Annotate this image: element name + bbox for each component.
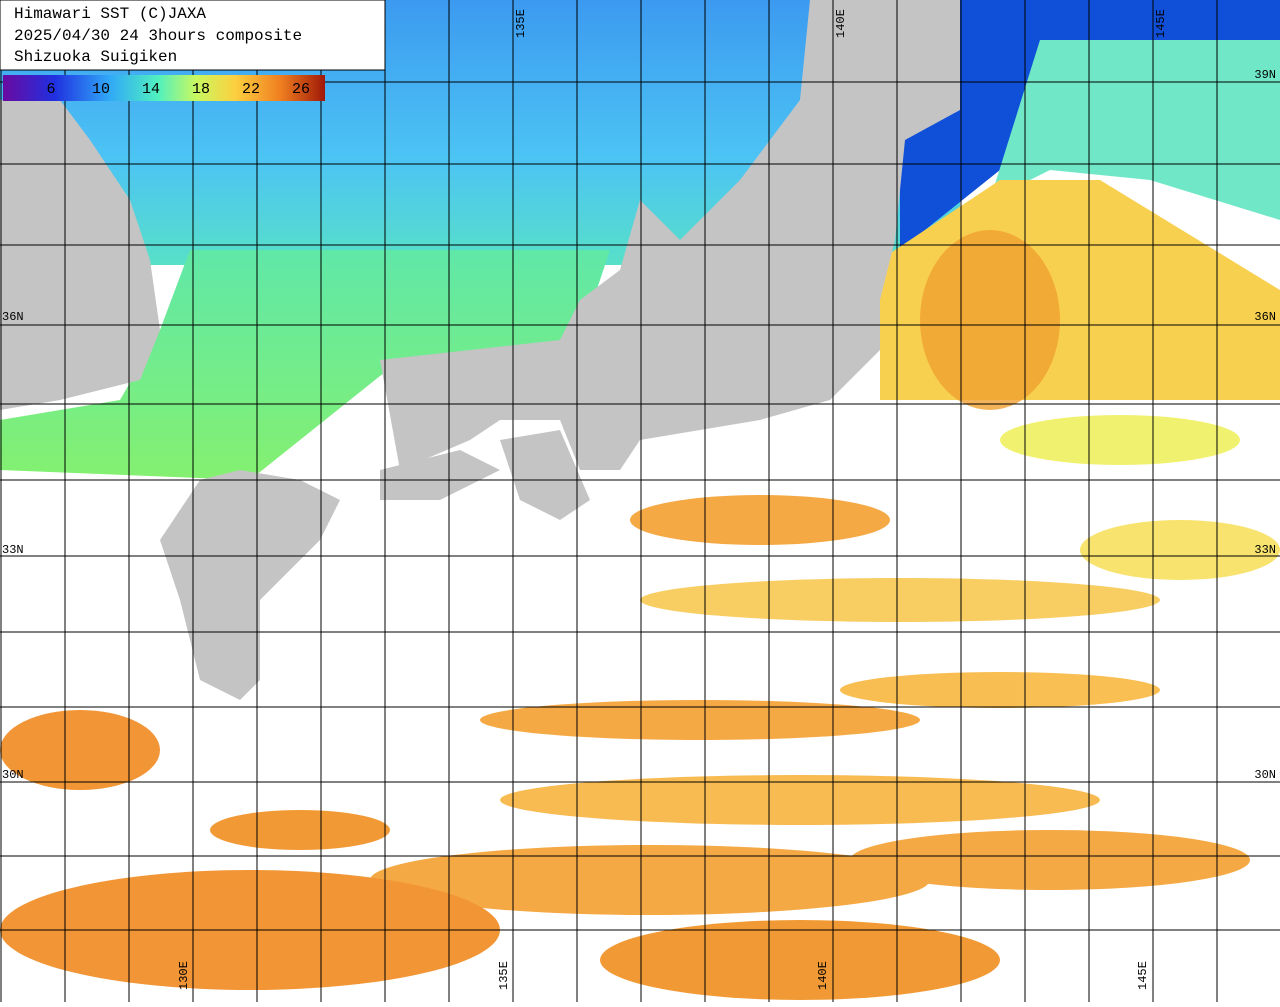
lon-label: 145E bbox=[1154, 9, 1168, 38]
land bbox=[0, 0, 960, 700]
colorbar-label: 14 bbox=[142, 81, 160, 98]
colorbar-label: 26 bbox=[292, 81, 310, 98]
colorbar-label: 10 bbox=[92, 81, 110, 98]
lon-label: 140E bbox=[834, 9, 848, 38]
lat-label: 36N bbox=[1254, 310, 1276, 324]
lon-label: 145E bbox=[1136, 961, 1150, 990]
colorbar-label: 18 bbox=[192, 81, 210, 98]
lon-label: 140E bbox=[816, 961, 830, 990]
sea-cyan bbox=[990, 40, 1280, 220]
southern-sst bbox=[0, 415, 1280, 1000]
header-line: Himawari SST (C)JAXA bbox=[14, 5, 206, 23]
lat-label: 30N bbox=[1254, 768, 1276, 782]
lat-label: 39N bbox=[1254, 68, 1276, 82]
colorbar-label: 6 bbox=[46, 81, 55, 98]
colorbar bbox=[3, 75, 325, 101]
colorbar-label: 22 bbox=[242, 81, 260, 98]
header-box bbox=[0, 0, 386, 71]
lat-label: 33N bbox=[1254, 543, 1276, 557]
sea-warm-core bbox=[920, 230, 1060, 410]
header-line: 2025/04/30 24 3hours composite bbox=[14, 27, 302, 45]
lon-label: 135E bbox=[514, 9, 528, 38]
lat-label: 36N bbox=[2, 310, 24, 324]
lat-label: 33N bbox=[2, 543, 24, 557]
sea-green bbox=[0, 250, 610, 480]
header-line: Shizuoka Suigiken bbox=[14, 48, 177, 66]
lon-label: 135E bbox=[497, 961, 511, 990]
lat-label: 30N bbox=[2, 768, 24, 782]
lon-label: 130E bbox=[177, 961, 191, 990]
